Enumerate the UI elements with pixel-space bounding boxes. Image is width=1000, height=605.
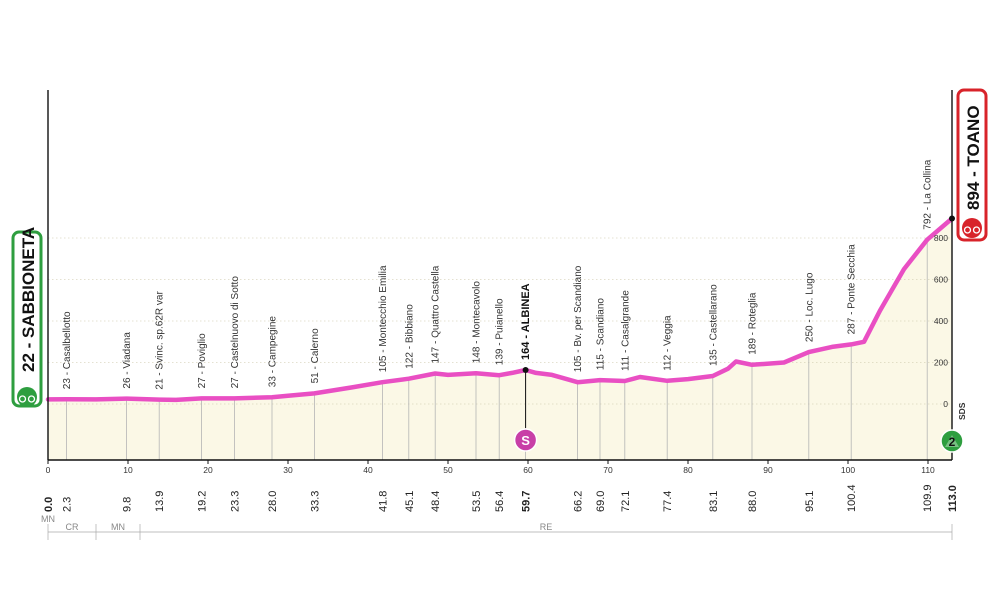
region-label: RE bbox=[540, 522, 553, 532]
waypoint-label: 148 - Montecavolo bbox=[472, 281, 483, 364]
sprint-icon bbox=[513, 428, 538, 452]
start-label: 22 - SABBIONETA bbox=[19, 227, 38, 372]
km-label: 48.4 bbox=[430, 491, 442, 512]
km-label: 59.7 bbox=[521, 491, 533, 512]
mountain-icon bbox=[945, 435, 959, 447]
waypoint-label: 26 - Viadana bbox=[122, 332, 133, 389]
waypoint-label: 792 - La Collina bbox=[923, 159, 934, 229]
waypoint-label: 112 - Veggia bbox=[663, 315, 674, 371]
waypoint-label: 135 - Castellarano bbox=[708, 284, 719, 366]
y-tick-label: 600 bbox=[934, 275, 948, 285]
finish-label: 894 - TOANO bbox=[964, 105, 983, 210]
waypoint-label: 115 - Scandiano bbox=[596, 298, 607, 371]
km-label: 66.2 bbox=[573, 491, 585, 512]
bike-wheel bbox=[972, 226, 981, 234]
km-label: 77.4 bbox=[662, 491, 674, 512]
waypoint-label: 51 - Calerno bbox=[310, 328, 321, 383]
waypoint-label: 105 - Montecchio Emilia bbox=[378, 265, 389, 372]
km-label: 9.8 bbox=[121, 497, 133, 512]
x-tick-label: 10 bbox=[123, 465, 133, 475]
finish-badge-frame bbox=[956, 88, 988, 242]
x-tick-label: 20 bbox=[203, 465, 213, 475]
waypoint-label: 139 - Puianello bbox=[495, 298, 506, 365]
km-label: 33.3 bbox=[309, 491, 321, 512]
km-label: 72.1 bbox=[620, 491, 632, 512]
x-tick-label: 110 bbox=[921, 465, 935, 475]
km-label: 45.1 bbox=[404, 491, 416, 512]
region-label: MN bbox=[41, 514, 55, 524]
x-tick-label: 70 bbox=[603, 465, 613, 475]
region-label: MN bbox=[111, 522, 125, 532]
x-tick-label: 60 bbox=[523, 465, 533, 475]
sprint-symbol: S bbox=[521, 433, 530, 448]
profile-area bbox=[48, 218, 952, 460]
km-label: 113.0 bbox=[947, 485, 959, 512]
km-label: 95.1 bbox=[804, 491, 816, 512]
km-label: 88.0 bbox=[747, 491, 759, 512]
y-tick-label: 800 bbox=[934, 233, 948, 243]
climb-category-label: 2 bbox=[949, 435, 956, 449]
km-label: 109.9 bbox=[922, 484, 934, 512]
waypoint-label: 27 - Poviglio bbox=[197, 333, 208, 388]
km-label: 19.2 bbox=[197, 491, 209, 512]
waypoint-label: 111 - Casalgrande bbox=[620, 290, 631, 371]
finish-badge: 894 - TOANO bbox=[956, 88, 988, 242]
km-label: 2.3 bbox=[61, 497, 73, 512]
waypoint-label: 27 - Castelnuovo di Sotto bbox=[230, 276, 241, 389]
waypoint-label: 250 - Loc. Lugo bbox=[804, 272, 815, 342]
x-tick-label: 30 bbox=[283, 465, 293, 475]
x-tick-label: 90 bbox=[763, 465, 773, 475]
waypoint-label: 122 - Bibbiano bbox=[404, 304, 415, 369]
km-label: 41.8 bbox=[377, 491, 389, 512]
x-tick-label: 0 bbox=[46, 465, 51, 475]
x-tick-label: 50 bbox=[443, 465, 453, 475]
region-label: CR bbox=[66, 522, 79, 532]
km-label: 100.4 bbox=[846, 484, 858, 512]
km-label: 53.5 bbox=[471, 491, 483, 512]
bike-wheel bbox=[27, 395, 36, 403]
climb-category-icon bbox=[940, 429, 964, 453]
km-label: 69.0 bbox=[595, 491, 607, 512]
km-label: 13.9 bbox=[154, 491, 166, 512]
profile-line bbox=[45, 216, 955, 403]
sds-label: SDS bbox=[957, 402, 967, 420]
waypoint-label: 33 - Campegine bbox=[268, 316, 279, 388]
x-tick-label: 40 bbox=[363, 465, 373, 475]
bike-wheel bbox=[963, 226, 972, 234]
bike-wheel bbox=[18, 395, 27, 403]
waypoint-label: 23 - Casalbellotto bbox=[62, 311, 73, 389]
y-tick-label: 0 bbox=[943, 399, 948, 409]
km-label: 23.3 bbox=[229, 491, 241, 512]
waypoint-label: 105 - Bv. per Scandiano bbox=[573, 265, 584, 372]
waypoint-label: 147 - Quattro Castella bbox=[431, 265, 442, 363]
km-label: 28.0 bbox=[267, 491, 279, 512]
start-badge: 22 - SABBIONETA bbox=[11, 227, 43, 408]
km-label: 56.4 bbox=[494, 491, 506, 512]
km-label: 83.1 bbox=[708, 491, 720, 512]
y-tick-label: 200 bbox=[934, 358, 948, 368]
waypoint-label: 189 - Roteglia bbox=[748, 292, 759, 355]
waypoint-label: 287 - Ponte Secchia bbox=[847, 244, 858, 334]
waypoint-label: 21 - Svinc. sp.62R var bbox=[155, 291, 166, 390]
km-label: 0.0 bbox=[43, 497, 55, 512]
finish-dot bbox=[949, 215, 955, 222]
sprint-dot bbox=[522, 366, 529, 373]
x-tick-label: 100 bbox=[841, 465, 855, 475]
waypoint-label: 164 - ALBINEA bbox=[520, 283, 532, 360]
y-tick-label: 400 bbox=[934, 316, 948, 326]
x-tick-label: 80 bbox=[683, 465, 693, 475]
